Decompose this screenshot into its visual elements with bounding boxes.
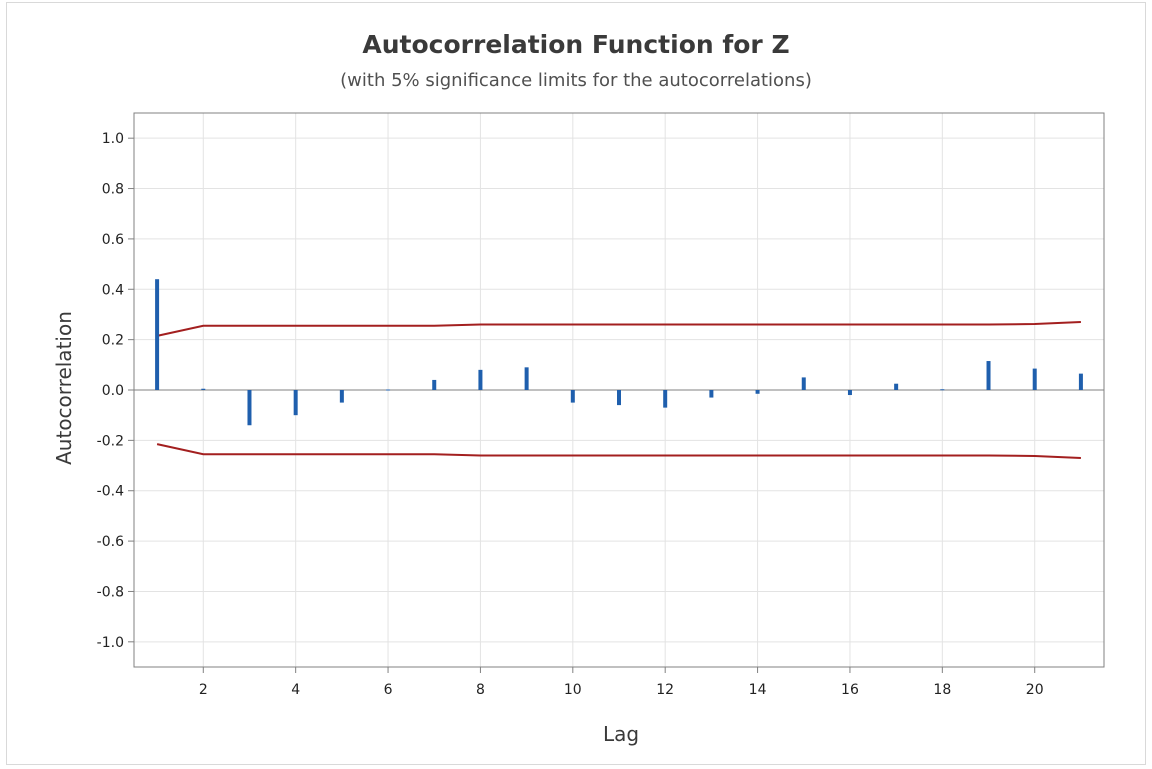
x-axis-title: Lag [603, 722, 639, 746]
y-tick-label: 1.0 [102, 131, 124, 147]
acf-bar-lag-3 [247, 390, 252, 426]
x-tick-label: 16 [841, 682, 859, 698]
acf-bar-lag-4 [293, 390, 298, 416]
axes [128, 112, 1105, 673]
x-tick-label: 10 [564, 682, 582, 698]
x-tick-label: 20 [1026, 682, 1044, 698]
y-tick-label: 0.2 [102, 333, 124, 349]
acf-bar-lag-6 [386, 389, 391, 391]
x-tick-label: 18 [933, 682, 951, 698]
y-tick-label: 0.0 [102, 383, 124, 399]
x-tick-label: 14 [749, 682, 767, 698]
acf-bar-lag-19 [986, 361, 991, 390]
acf-bar-lag-7 [432, 379, 437, 390]
x-tick-label: 8 [476, 682, 485, 698]
y-tick-label: 0.4 [102, 282, 124, 298]
acf-chart: Autocorrelation Function for Z (with 5% … [52, 30, 1105, 746]
y-tick-label: -1.0 [97, 635, 124, 651]
acf-bar-lag-18 [940, 389, 945, 391]
upper-significance-limit [156, 321, 1081, 337]
acf-bar-lag-17 [894, 383, 899, 390]
acf-bar-lag-15 [801, 377, 806, 390]
acf-bars [155, 279, 1083, 426]
y-tick-label: -0.6 [97, 534, 124, 550]
lower-significance-limit [156, 443, 1081, 459]
x-tick-label: 6 [384, 682, 393, 698]
acf-bar-lag-12 [663, 390, 668, 408]
acf-bar-lag-8 [478, 369, 483, 390]
y-tick-label: 0.6 [102, 232, 124, 248]
acf-bar-lag-9 [524, 367, 529, 390]
y-tick-label: -0.4 [97, 484, 124, 500]
significance-limits [156, 321, 1081, 459]
y-axis-title: Autocorrelation [52, 311, 76, 465]
acf-bar-lag-10 [570, 390, 575, 403]
acf-bar-lag-21 [1078, 373, 1083, 390]
acf-bar-lag-11 [617, 390, 621, 406]
acf-bar-lag-20 [1032, 368, 1037, 390]
x-tick-label: 4 [291, 682, 300, 698]
acf-bar-lag-13 [709, 390, 714, 398]
chart-frame: Autocorrelation Function for Z (with 5% … [6, 2, 1146, 765]
chart-subtitle: (with 5% significance limits for the aut… [340, 70, 812, 91]
y-tick-label: -0.8 [97, 584, 124, 600]
acf-bar-lag-14 [755, 390, 760, 394]
x-tick-label: 12 [656, 682, 674, 698]
chart-title: Autocorrelation Function for Z [362, 30, 789, 59]
y-tick-label: -0.2 [97, 433, 124, 449]
acf-bar-lag-1 [155, 279, 160, 390]
acf-bar-lag-16 [847, 390, 852, 396]
acf-bar-lag-2 [201, 388, 206, 390]
acf-bar-lag-5 [339, 390, 344, 403]
tick-labels: 2 4 6 8 10 12 14 16 18 20 -1.0 -0.8 -0.6 -0.4 -0.2 0.0 0… [97, 131, 1044, 698]
y-tick-label: 0.8 [102, 182, 124, 198]
x-tick-label: 2 [199, 682, 208, 698]
